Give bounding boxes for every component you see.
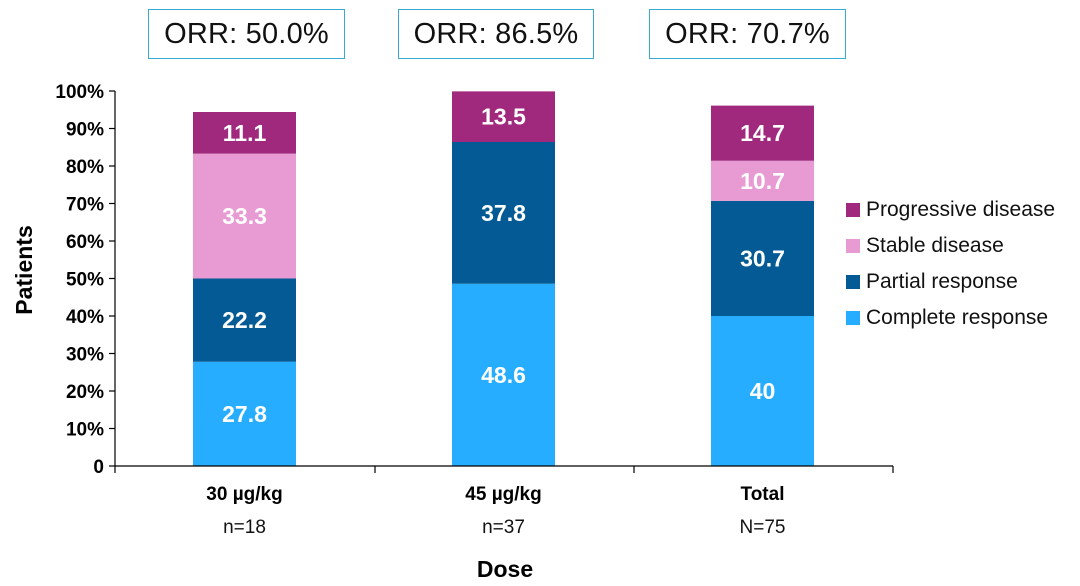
legend-item-stable: Stable disease bbox=[846, 228, 1055, 264]
y-tick-label-5: 50% bbox=[66, 270, 104, 291]
data-label-2-1: 30.7 bbox=[740, 245, 785, 271]
legend-item-partial: Partial response bbox=[846, 264, 1055, 300]
orr-box-30: ORR: 50.0% bbox=[148, 9, 345, 59]
legend: Progressive disease Stable disease Parti… bbox=[846, 192, 1055, 336]
x-category-sublabel-2: N=75 bbox=[740, 517, 786, 538]
orr-label-total: ORR: 70.7% bbox=[665, 17, 830, 50]
data-label-0-1: 22.2 bbox=[222, 307, 267, 333]
y-tick-label-1: 10% bbox=[66, 420, 104, 441]
legend-label-progressive: Progressive disease bbox=[866, 198, 1056, 221]
legend-swatch-partial bbox=[846, 275, 860, 289]
y-tick-label-2: 20% bbox=[66, 382, 104, 403]
bar-2-progressive-disease bbox=[711, 105, 814, 161]
y-tick-label-10: 100% bbox=[55, 82, 104, 103]
bar-0-partial-response bbox=[193, 278, 296, 362]
data-label-1-3: 13.5 bbox=[481, 104, 526, 130]
legend-swatch-stable bbox=[846, 239, 860, 253]
y-tick-label-9: 90% bbox=[66, 120, 104, 141]
data-label-2-2: 10.7 bbox=[740, 168, 785, 194]
data-label-0-0: 27.8 bbox=[222, 401, 267, 427]
legend-item-complete: Complete response bbox=[846, 300, 1055, 336]
orr-box-total: ORR: 70.7% bbox=[649, 9, 846, 59]
bar-2-complete-response bbox=[711, 316, 814, 466]
x-category-label-1: 45 µg/kg bbox=[465, 484, 541, 505]
x-category-label-2: Total bbox=[741, 484, 785, 505]
orr-label-45: ORR: 86.5% bbox=[413, 17, 579, 50]
legend-swatch-progressive bbox=[846, 203, 860, 217]
legend-swatch-complete bbox=[846, 311, 860, 325]
orr-box-45: ORR: 86.5% bbox=[398, 9, 594, 59]
data-label-0-2: 33.3 bbox=[222, 203, 267, 229]
bar-1-partial-response bbox=[452, 142, 555, 284]
bar-1-complete-response bbox=[452, 283, 555, 466]
y-tick-label-7: 70% bbox=[66, 195, 104, 216]
x-axis-title: Dose bbox=[477, 556, 533, 582]
y-tick-label-8: 80% bbox=[66, 157, 104, 178]
x-category-sublabel-1: n=37 bbox=[482, 517, 525, 538]
data-label-2-3: 14.7 bbox=[740, 120, 785, 146]
bar-0-complete-response bbox=[193, 361, 296, 466]
y-tick-label-4: 40% bbox=[66, 307, 104, 328]
data-label-1-1: 37.8 bbox=[481, 200, 526, 226]
y-axis-title: Patients bbox=[11, 225, 37, 314]
bar-2-stable-disease bbox=[711, 160, 814, 201]
y-tick-label-6: 60% bbox=[66, 232, 104, 253]
x-category-sublabel-0: n=18 bbox=[223, 517, 266, 538]
bar-0-stable-disease bbox=[193, 153, 296, 279]
bar-2-partial-response bbox=[711, 200, 814, 316]
bar-0-progressive-disease bbox=[193, 112, 296, 154]
y-tick-label-3: 30% bbox=[66, 345, 104, 366]
data-label-0-3: 11.1 bbox=[223, 120, 267, 146]
legend-label-stable: Stable disease bbox=[866, 234, 1004, 257]
legend-item-progressive: Progressive disease bbox=[846, 192, 1055, 228]
legend-label-partial: Partial response bbox=[866, 270, 1018, 293]
legend-label-complete: Complete response bbox=[866, 306, 1049, 329]
data-label-2-0: 40 bbox=[750, 378, 776, 404]
orr-label-30: ORR: 50.0% bbox=[164, 17, 329, 50]
x-category-label-0: 30 µg/kg bbox=[206, 484, 282, 505]
data-label-1-0: 48.6 bbox=[481, 362, 526, 388]
y-tick-label-0: 0 bbox=[93, 457, 104, 478]
bar-1-progressive-disease bbox=[452, 91, 555, 142]
